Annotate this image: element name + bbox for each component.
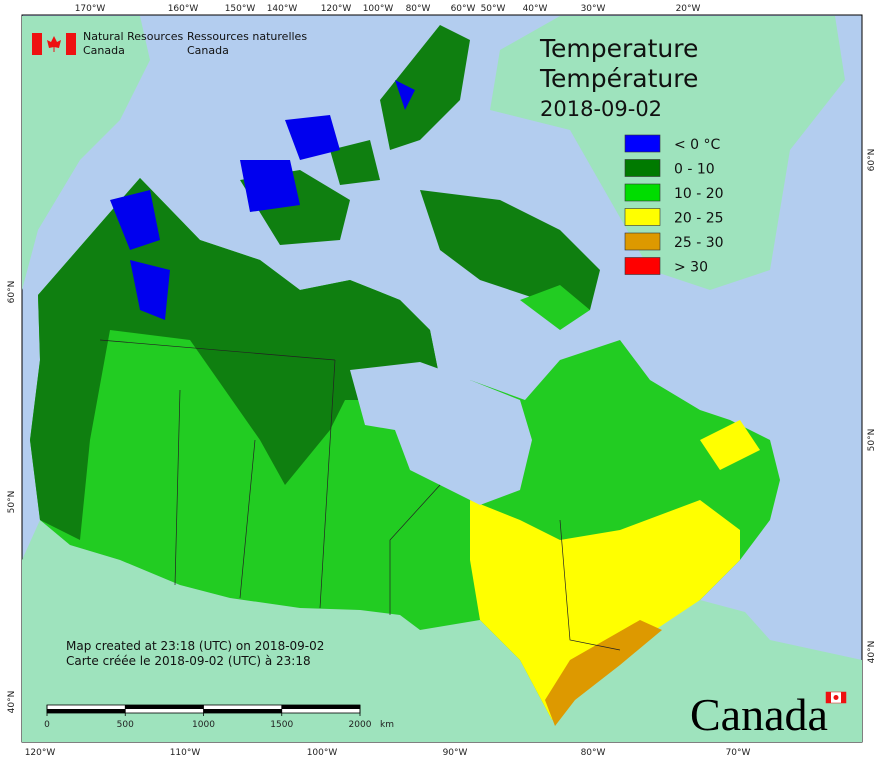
graticule-label: 140°W (267, 4, 298, 14)
graticule-label: 40°N (7, 691, 17, 714)
graticule-label: 100°W (307, 748, 338, 758)
graticule-label: 90°W (443, 748, 468, 758)
border (389, 484, 441, 615)
scale-label: 1500 (270, 720, 293, 730)
border (174, 389, 181, 586)
maple-leaf (47, 36, 61, 52)
legend-swatch (624, 183, 661, 202)
graticule-label: 50°N (867, 429, 877, 452)
graticule-label: 60°N (7, 281, 17, 304)
legend-swatch (624, 159, 661, 177)
hot-zone (545, 620, 662, 726)
graticule-label: 120°W (25, 748, 56, 758)
cold-zone-arctic (240, 115, 340, 212)
arctic-islands (240, 140, 380, 245)
legend-label: > 30 (674, 260, 708, 276)
baffin-south (520, 285, 590, 330)
legend-swatch (624, 232, 661, 251)
provincial-borders (99, 339, 621, 651)
legend: < 0 °C 0 - 10 10 - 20 20 - 25 25 - 30 > 30 (624, 134, 724, 276)
scale-segment (203, 709, 282, 713)
graticule-label: 100°W (363, 4, 394, 14)
alaska (22, 16, 150, 290)
legend-swatch (624, 134, 661, 153)
wordmark-flag (826, 692, 831, 703)
scale-segment (281, 705, 360, 709)
note: Map created at 23:18 (UTC) on 2018-09-02 (66, 639, 324, 653)
wordmark-flag (841, 692, 846, 703)
graticule-label: 110°W (170, 748, 201, 758)
scale-bar: 0 500 1000 1500 2000 km (44, 704, 394, 730)
title-fr: Température (539, 64, 698, 93)
graticule-label: 170°W (75, 4, 106, 14)
agency-fr: Canada (187, 44, 229, 57)
ellesmere-island (380, 25, 470, 150)
legend-label: 10 - 20 (674, 186, 724, 202)
warm-zone (470, 420, 760, 720)
border (559, 519, 621, 651)
canada-wordmark: Canada (690, 689, 847, 740)
scale-segment (47, 709, 126, 713)
graticule-label: 40°N (867, 641, 877, 664)
united-states (22, 520, 862, 742)
legend-label: 20 - 25 (674, 211, 724, 227)
cold-zone-yukon (110, 190, 170, 320)
graticule-label: 60°W (451, 4, 476, 14)
border (239, 439, 256, 599)
graticule-label: 40°W (523, 4, 548, 14)
scale-label: 500 (117, 720, 134, 730)
border (99, 339, 336, 361)
graticule-label: 160°W (168, 4, 199, 14)
note: Carte créée le 2018-09-02 (UTC) à 23:18 (66, 654, 311, 668)
graticule-label: 60°N (867, 149, 877, 172)
graticule-label: 30°W (581, 4, 606, 14)
map-date: 2018-09-02 (540, 97, 662, 121)
legend-label: 0 - 10 (674, 162, 715, 178)
flag-bar (32, 33, 42, 55)
title-en: Temperature (539, 34, 698, 63)
scale-label: 1000 (192, 720, 215, 730)
graticule-label: 150°W (225, 4, 256, 14)
map-land (22, 16, 862, 742)
graticule-label: 20°W (676, 4, 701, 14)
agency-en: Canada (83, 44, 125, 57)
graticule-label: 80°W (406, 4, 431, 14)
legend-swatch (624, 257, 661, 275)
wordmark-flag (833, 695, 839, 700)
baffin-island (420, 190, 600, 310)
agency-en: Natural Resources (83, 30, 184, 43)
hudson-bay (350, 362, 532, 505)
scale-unit: km (380, 720, 394, 730)
greenland (490, 16, 845, 290)
graticule-label: 70°W (726, 748, 751, 758)
legend-swatch (624, 208, 661, 226)
graticule-label: 50°W (481, 4, 506, 14)
legend-label: < 0 °C (674, 137, 721, 153)
scale-label: 0 (44, 720, 50, 730)
agency-fr: Ressources naturelles (187, 30, 307, 43)
cold-zone-ellesmere (395, 80, 415, 110)
wordmark: Canada (690, 689, 828, 740)
flag-bar (66, 33, 76, 55)
scale-label: 2000 (349, 720, 372, 730)
legend-label: 25 - 30 (674, 235, 724, 251)
graticule-labels: 170°W 160°W 150°W 140°W 120°W 100°W 80°W 60°W 50… (7, 4, 877, 758)
graticule-label: 80°W (581, 748, 606, 758)
agency-signature: Natural Resources Canada Ressources natu… (32, 30, 307, 57)
graticule-label: 120°W (321, 4, 352, 14)
border (319, 359, 336, 609)
graticule-label: 50°N (7, 491, 17, 514)
scale-segment (125, 705, 204, 709)
